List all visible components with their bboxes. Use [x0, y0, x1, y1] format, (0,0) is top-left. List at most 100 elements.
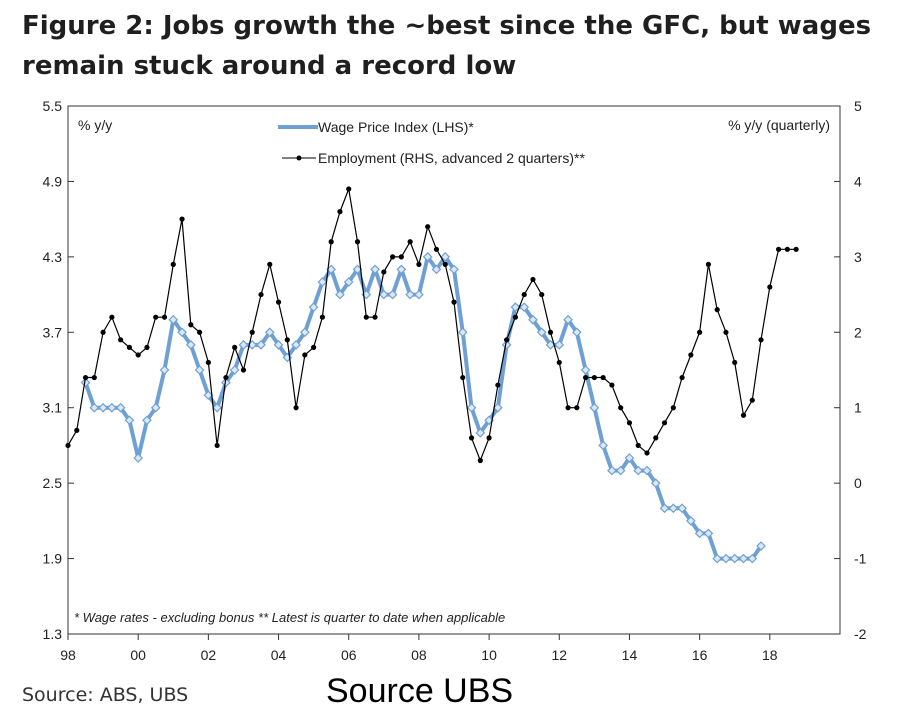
- employment-point: [284, 337, 290, 343]
- employment-point: [346, 186, 352, 192]
- employment-point: [582, 374, 589, 381]
- wpi-point: [607, 465, 617, 476]
- legend-emp-marker: [296, 155, 302, 161]
- left-tick-label: 1.3: [43, 626, 63, 642]
- employment-point: [793, 246, 799, 252]
- wpi-point: [712, 553, 723, 564]
- employment-point: [100, 329, 106, 335]
- wpi-point: [519, 302, 530, 312]
- wpi-point: [115, 402, 126, 413]
- wpi-point: [107, 402, 117, 413]
- wpi-line: [83, 254, 763, 561]
- wpi-point: [370, 264, 380, 275]
- wpi-point: [405, 289, 415, 300]
- employment-point: [205, 359, 211, 366]
- employment-point: [591, 374, 597, 381]
- employment-point: [328, 239, 334, 245]
- employment-point: [372, 314, 378, 320]
- series-employment: [65, 186, 799, 464]
- employment-point: [425, 224, 431, 230]
- wpi-point: [212, 402, 222, 413]
- wpi-point: [721, 553, 731, 564]
- employment-point: [74, 427, 80, 433]
- x-tick-label: 08: [411, 647, 427, 663]
- employment-point: [539, 291, 545, 298]
- wpi-point: [264, 327, 275, 338]
- x-tick-label: 04: [271, 647, 287, 663]
- wpi-point: [133, 453, 144, 463]
- employment-point: [644, 450, 650, 456]
- employment-point: [109, 314, 115, 320]
- employment-point: [363, 314, 369, 320]
- left-tick-label: 4.9: [43, 173, 63, 189]
- employment-point: [135, 352, 141, 358]
- wpi-point: [571, 327, 582, 338]
- employment-point: [249, 329, 255, 335]
- wpi-point: [229, 365, 240, 375]
- wpi-point: [703, 528, 714, 539]
- right-tick-label: 2: [854, 324, 862, 340]
- employment-point: [416, 261, 422, 267]
- employment-point: [302, 352, 308, 358]
- employment-point: [91, 374, 97, 381]
- wpi-point: [221, 377, 231, 388]
- x-tick-label: 98: [60, 647, 76, 663]
- employment-point: [635, 442, 641, 449]
- employment-point: [460, 374, 466, 381]
- employment-point: [337, 209, 343, 215]
- wpi-point: [659, 503, 670, 514]
- legend: Wage Price Index (LHS)* Employment (RHS,…: [278, 119, 585, 166]
- wpi-point: [422, 252, 433, 262]
- employment-point: [565, 405, 571, 411]
- employment-point: [767, 284, 773, 290]
- left-tick-label: 2.5: [43, 475, 63, 491]
- wpi-point: [493, 402, 503, 413]
- wpi-point: [457, 327, 468, 338]
- employment-point: [275, 299, 282, 305]
- plot-frame: [67, 105, 841, 635]
- employment-point: [407, 239, 413, 245]
- left-tick-label: 4.3: [43, 249, 63, 265]
- employment-point: [600, 374, 606, 381]
- employment-point: [705, 261, 712, 267]
- employment-point: [670, 405, 676, 411]
- x-tick-label: 10: [481, 647, 497, 663]
- right-tick-label: 4: [854, 173, 862, 189]
- employment-point: [749, 397, 755, 403]
- employment-point: [740, 412, 747, 418]
- right-tick-label: 3: [854, 249, 862, 265]
- wpi-point: [185, 340, 196, 350]
- left-axis-label: % y/y: [78, 117, 112, 133]
- wpi-point: [642, 465, 652, 476]
- right-tick-label: 1: [854, 400, 862, 416]
- wpi-point: [563, 314, 573, 325]
- wpi-point: [677, 503, 687, 514]
- wpi-point: [273, 340, 284, 350]
- employment-point: [661, 420, 668, 426]
- source-text: Source: ABS, UBS: [22, 684, 189, 706]
- wpi-point: [694, 528, 705, 539]
- employment-point: [240, 367, 247, 373]
- wpi-point: [300, 327, 310, 338]
- employment-point: [486, 435, 492, 441]
- wpi-point: [624, 453, 635, 463]
- wpi-point: [203, 390, 214, 400]
- right-tick-label: -2: [854, 626, 867, 642]
- series-wage-price-index: [80, 252, 766, 564]
- employment-point: [618, 405, 624, 411]
- employment-point: [512, 314, 519, 320]
- wpi-point: [633, 465, 644, 476]
- employment-point: [433, 246, 440, 252]
- wpi-point: [80, 377, 91, 388]
- x-axis: 98 00 02 04 06 08 10 12 14 16 18: [60, 634, 778, 663]
- wpi-point: [396, 264, 407, 275]
- employment-point: [389, 254, 396, 260]
- left-tick-label: 3.7: [43, 324, 63, 340]
- employment-point: [547, 329, 554, 335]
- title-line-1: Figure 2: Jobs growth the ~best since th…: [22, 11, 872, 41]
- employment-point: [468, 435, 475, 441]
- wpi-point: [98, 402, 108, 413]
- wpi-point: [343, 277, 354, 287]
- wpi-point: [378, 289, 389, 300]
